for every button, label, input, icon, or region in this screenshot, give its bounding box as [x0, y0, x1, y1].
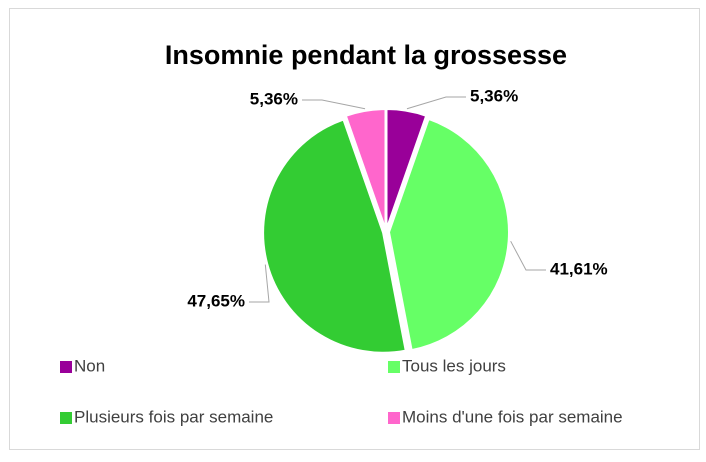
chart-title: Insomnie pendant la grossesse [165, 40, 567, 70]
legend-swatch [388, 412, 400, 424]
pie-slice [344, 108, 387, 230]
legend-label: Tous les jours [402, 356, 506, 375]
leader-line [302, 99, 366, 110]
data-label: 47,65% [187, 291, 245, 310]
pie-slice [387, 117, 510, 352]
pie-slice [385, 108, 428, 230]
leader-line [406, 96, 466, 110]
data-label: 41,61% [550, 259, 608, 278]
pie-slice [262, 118, 407, 354]
legend-label: Moins d'une fois par semaine [402, 407, 623, 426]
legend-swatch [60, 412, 72, 424]
legend-label: Plusieurs fois par semaine [74, 407, 273, 426]
data-label: 5,36% [250, 89, 298, 108]
legend-swatch [60, 361, 72, 373]
legend-label: Non [74, 356, 105, 375]
legend-swatch [388, 361, 400, 373]
leader-line [249, 264, 270, 303]
data-label: 5,36% [470, 86, 518, 105]
leader-line [510, 240, 546, 271]
